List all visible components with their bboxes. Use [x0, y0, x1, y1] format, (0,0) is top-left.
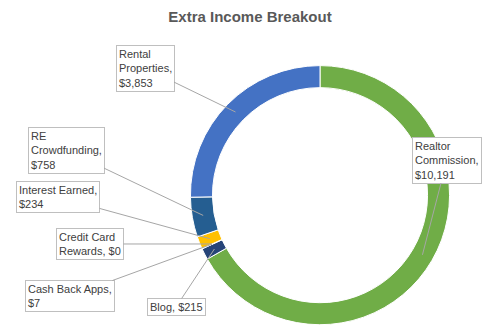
svg-text:Interest Earned,$234: Interest Earned,$234	[19, 184, 97, 210]
svg-text:Credit CardRewards, $0: Credit CardRewards, $0	[59, 231, 121, 257]
svg-text:Cash Back Apps,$7: Cash Back Apps,$7	[28, 283, 112, 309]
svg-text:Extra Income Breakout: Extra Income Breakout	[168, 8, 331, 25]
svg-text:RentalProperties,$3,853: RentalProperties,$3,853	[119, 48, 172, 89]
svg-text:RealtorCommission,$10,191: RealtorCommission,$10,191	[415, 140, 479, 181]
svg-text:RECrowdfunding,$758: RECrowdfunding,$758	[31, 130, 102, 171]
svg-text:Blog, $215: Blog, $215	[150, 301, 203, 313]
